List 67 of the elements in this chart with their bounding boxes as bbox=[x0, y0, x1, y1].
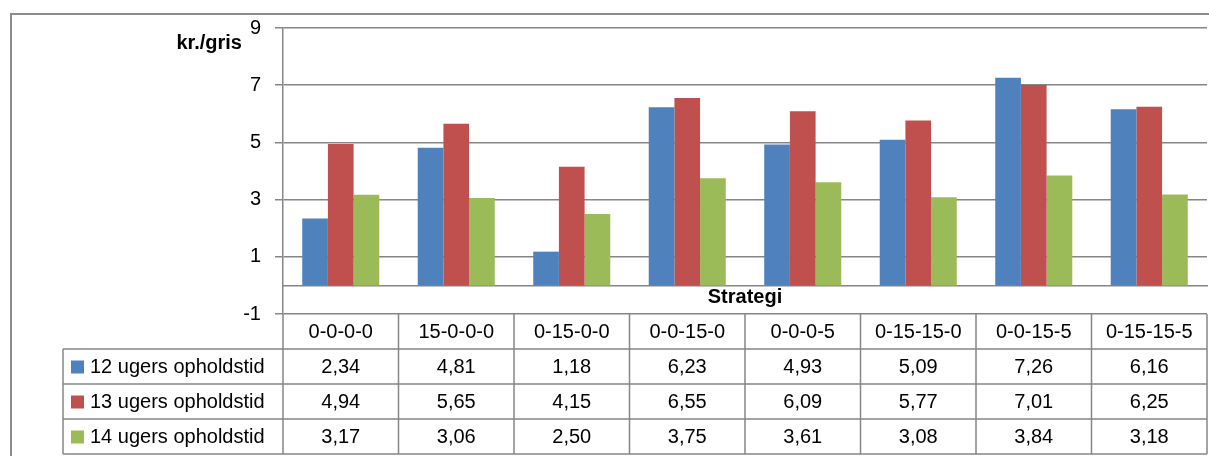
legend-label: 13 ugers opholdstid bbox=[90, 390, 265, 413]
bar bbox=[302, 218, 328, 286]
bar bbox=[469, 197, 495, 286]
x-axis-title: Strategi bbox=[707, 284, 783, 307]
bar bbox=[443, 123, 470, 286]
data-label: 3,06 bbox=[436, 425, 476, 448]
x-tick-label: 0-15-15-5 bbox=[1105, 320, 1193, 343]
x-tick-label: 0-15-0-0 bbox=[533, 320, 610, 343]
y-axis-title: kr./gris bbox=[176, 30, 242, 53]
x-tick-label: 0-15-15-0 bbox=[874, 320, 962, 343]
bar bbox=[533, 251, 559, 286]
data-label: 1,18 bbox=[552, 355, 592, 378]
bar bbox=[905, 120, 932, 286]
legend-label: 14 ugers opholdstid bbox=[90, 425, 265, 448]
bar bbox=[764, 144, 790, 286]
data-label: 5,09 bbox=[898, 355, 938, 378]
bar bbox=[327, 144, 354, 286]
y-tick-label: 1 bbox=[249, 244, 261, 267]
bar bbox=[789, 111, 816, 286]
data-label: 7,26 bbox=[1014, 355, 1054, 378]
data-label: 3,08 bbox=[898, 425, 938, 448]
bar bbox=[995, 77, 1021, 286]
y-tick-label: 3 bbox=[249, 187, 261, 210]
bar bbox=[1020, 84, 1047, 286]
bar bbox=[815, 182, 842, 286]
data-label: 3,18 bbox=[1129, 425, 1169, 448]
data-label: 2,50 bbox=[552, 425, 592, 448]
x-tick-label: 0-0-0-5 bbox=[770, 320, 835, 343]
x-tick-label: 0-0-15-0 bbox=[649, 320, 726, 343]
data-label: 2,34 bbox=[321, 355, 361, 378]
data-label: 6,25 bbox=[1129, 390, 1169, 413]
bar bbox=[353, 194, 380, 286]
bar bbox=[931, 197, 957, 286]
data-label: 3,75 bbox=[667, 425, 707, 448]
bar bbox=[558, 166, 585, 286]
data-label: 6,23 bbox=[667, 355, 707, 378]
data-label: 5,65 bbox=[436, 390, 476, 413]
bar bbox=[1162, 194, 1188, 286]
legend-label: 12 ugers opholdstid bbox=[90, 355, 265, 378]
bar bbox=[1046, 175, 1073, 286]
data-label: 3,84 bbox=[1014, 425, 1054, 448]
bar bbox=[700, 178, 726, 286]
data-label: 3,17 bbox=[321, 425, 361, 448]
bar bbox=[648, 107, 675, 286]
x-tick-label: 0-0-0-0 bbox=[308, 320, 373, 343]
data-label: 4,81 bbox=[436, 355, 476, 378]
y-tick-label: 9 bbox=[249, 15, 261, 38]
bar bbox=[674, 98, 701, 286]
data-label: 6,09 bbox=[783, 390, 823, 413]
data-label: 5,77 bbox=[898, 390, 938, 413]
x-tick-label: 15-0-0-0 bbox=[418, 320, 495, 343]
y-tick-label: -1 bbox=[243, 301, 261, 324]
data-label: 4,94 bbox=[321, 390, 361, 413]
data-label: 6,16 bbox=[1129, 355, 1169, 378]
bar bbox=[879, 139, 906, 286]
y-tick-label: 5 bbox=[249, 129, 261, 152]
data-label: 4,93 bbox=[783, 355, 823, 378]
data-label: 6,55 bbox=[667, 390, 707, 413]
bar bbox=[584, 213, 611, 286]
y-tick-label: 7 bbox=[249, 72, 261, 95]
bar bbox=[1110, 109, 1137, 286]
data-label: 7,01 bbox=[1014, 390, 1054, 413]
data-label: 3,61 bbox=[783, 425, 823, 448]
bar bbox=[1136, 106, 1163, 286]
x-tick-label: 0-0-15-5 bbox=[995, 320, 1072, 343]
bar bbox=[417, 147, 444, 286]
data-label: 4,15 bbox=[552, 390, 592, 413]
